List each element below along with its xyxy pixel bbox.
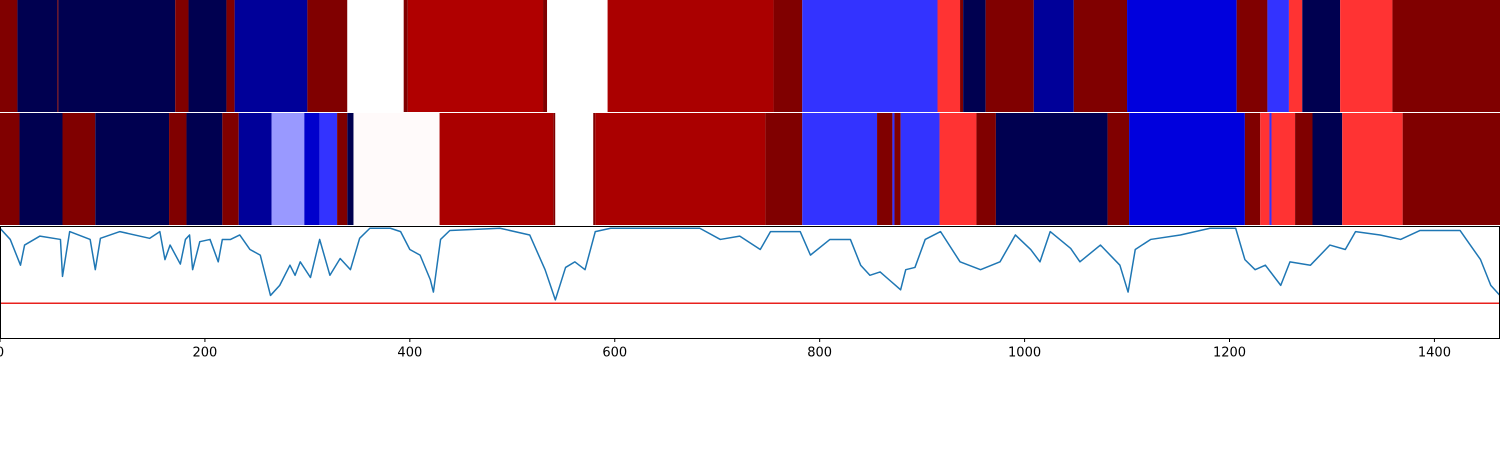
strip-segment — [319, 113, 338, 225]
strip-segment — [894, 113, 901, 225]
strip-segment — [57, 0, 59, 112]
strip-segment — [1312, 113, 1343, 225]
strip-segment — [802, 113, 878, 225]
strip-segment — [0, 0, 18, 112]
strip-segment — [1236, 0, 1268, 112]
strip-segment — [1340, 0, 1393, 112]
strip-segment — [95, 113, 170, 225]
strip-segment — [1295, 113, 1313, 225]
strip-segment — [995, 113, 1108, 225]
strip-segment — [547, 0, 608, 112]
strip-segment — [188, 0, 227, 112]
strip-segment — [304, 113, 320, 225]
strip-segment — [937, 0, 961, 112]
strip-segment — [226, 0, 235, 112]
strip-segment — [337, 113, 348, 225]
strip-segment — [407, 0, 544, 112]
strip-segment — [271, 113, 305, 225]
strip-segment — [765, 113, 803, 225]
strip-segment — [1392, 0, 1500, 112]
strip-segment — [186, 113, 223, 225]
strip-segment — [1129, 113, 1245, 225]
strip-segment — [62, 113, 96, 225]
strip-segment — [1033, 0, 1074, 112]
x-tick-label: 600 — [602, 346, 627, 361]
strip-segment — [238, 113, 272, 225]
strip-segment — [773, 0, 803, 112]
strip-segment — [19, 113, 63, 225]
strip-segment — [222, 113, 239, 225]
strip-segment — [960, 0, 964, 112]
strip-segment — [58, 0, 176, 112]
strip-segment — [1402, 113, 1500, 225]
strip-segment — [439, 113, 554, 225]
x-tick-label: 200 — [193, 346, 218, 361]
strip-segment — [353, 113, 440, 225]
strip-segment — [175, 0, 189, 112]
strip-segment — [1244, 113, 1261, 225]
x-tick-label: 0 — [0, 346, 4, 361]
x-tick-label: 800 — [807, 346, 832, 361]
strip-segment — [169, 113, 187, 225]
strip-segment — [877, 113, 893, 225]
strip-segment — [553, 113, 556, 225]
x-tick-label: 1200 — [1213, 346, 1246, 361]
strip-segment — [1302, 0, 1341, 112]
strip-segment — [543, 0, 548, 112]
strip-segment — [802, 0, 938, 112]
strip-segment — [555, 113, 594, 225]
strip-segment — [900, 113, 940, 225]
strip-segment — [607, 0, 774, 112]
strip-segment — [595, 113, 766, 225]
strip-segment — [1288, 0, 1303, 112]
data-line — [0, 227, 1500, 301]
strip-segment — [963, 0, 986, 112]
strip-segment — [1127, 0, 1237, 112]
strip-segment — [307, 0, 348, 112]
strip-segment — [1271, 113, 1296, 225]
strip-segment — [1107, 113, 1130, 225]
strip-segment — [17, 0, 58, 112]
x-tick-label: 1400 — [1418, 346, 1451, 361]
strip-segment — [0, 113, 20, 225]
strip-segment — [1073, 0, 1128, 112]
strip-segment — [939, 113, 977, 225]
strip-segment — [976, 113, 996, 225]
strip-segment — [985, 0, 1034, 112]
strip-segment — [403, 0, 408, 112]
x-tick-label: 1000 — [1008, 346, 1041, 361]
strip-segment — [1260, 113, 1270, 225]
strip-segment — [347, 0, 404, 112]
strip-segment — [1269, 113, 1272, 225]
strip-segment — [1342, 113, 1403, 225]
strip-segment — [234, 0, 308, 112]
x-tick-label: 400 — [397, 346, 422, 361]
strip-segment — [347, 113, 354, 225]
strip-segment — [892, 113, 895, 225]
strip-segment — [593, 113, 596, 225]
strip-segment — [1267, 0, 1289, 112]
